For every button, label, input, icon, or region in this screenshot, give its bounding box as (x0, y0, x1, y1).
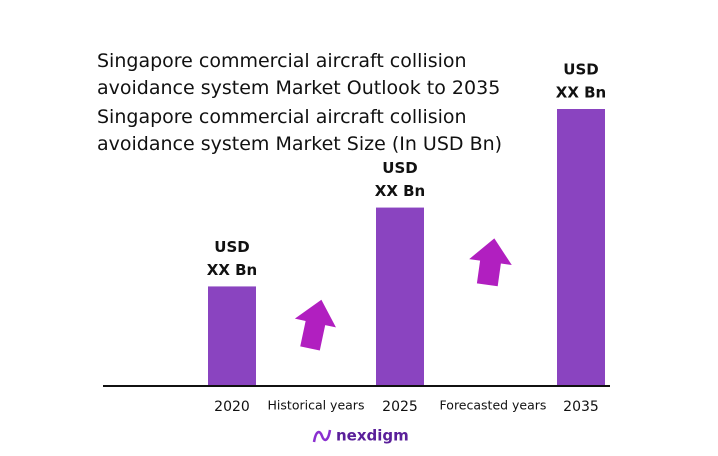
x-tick-label: 2020 (214, 399, 250, 415)
brand-icon (312, 429, 332, 443)
brand-name: nexdigm (336, 427, 409, 445)
value-label: USD (382, 159, 417, 177)
bar (376, 207, 424, 385)
x-tick-label: 2035 (563, 399, 599, 415)
bar (557, 109, 605, 385)
brand-logo: nexdigm (312, 427, 409, 445)
growth-arrow (469, 238, 512, 287)
value-label: USD (214, 238, 249, 256)
period-label: Historical years (268, 398, 365, 413)
bar (208, 286, 256, 385)
value-label: XX Bn (375, 182, 425, 200)
growth-arrow (294, 299, 336, 351)
chart-subtitle: Singapore commercial aircraft collision … (97, 106, 503, 155)
chart-title: Singapore commercial aircraft collision … (97, 50, 501, 99)
period-label: Forecasted years (440, 398, 547, 413)
value-label: XX Bn (556, 84, 606, 102)
value-label: USD (563, 61, 598, 79)
value-label: XX Bn (207, 261, 257, 279)
x-tick-label: 2025 (382, 399, 418, 415)
